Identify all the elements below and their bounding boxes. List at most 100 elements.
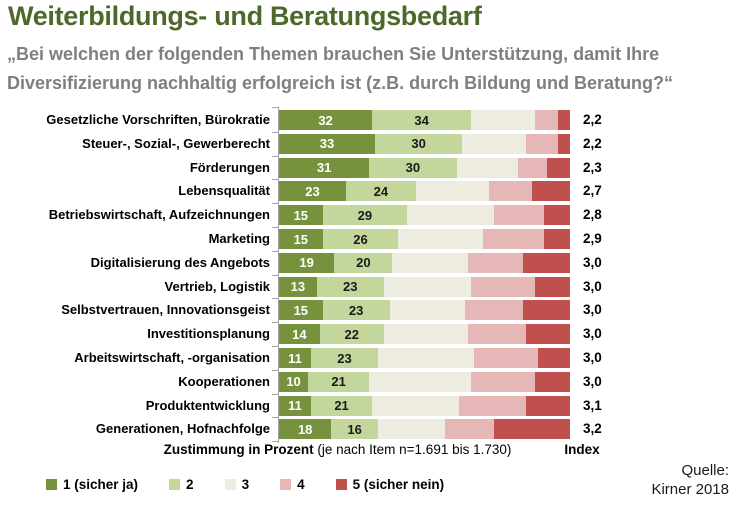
bar-row: Produktentwicklung 11 21 3,1 [0,394,737,418]
axis-tick [272,156,279,157]
axis-tick [272,107,279,108]
bar-segment [494,205,544,226]
stacked-bar: 23 24 [279,181,570,202]
axis-tick [272,370,279,371]
bar-segment [494,419,570,440]
bar-segment [369,371,472,392]
bar-segment [389,300,466,321]
axis-tick [272,203,279,204]
legend-label: 5 (sicher nein) [352,477,445,492]
bar-segment: 22 [319,324,384,345]
bar-segment: 11 [279,348,311,368]
index-value: 2,2 [583,135,602,151]
bar-segment [444,419,495,440]
stacked-bar: 11 21 [279,395,570,416]
x-axis-label-bold: Zustimmung in Prozent [163,442,314,457]
legend-item: 2 [169,477,194,492]
subtitle-line-1: „Bei welchen der folgenden Themen brauch… [7,44,660,64]
category-label: Selbstvertrauen, Innovationsgeist [61,302,270,318]
bar-segment: 21 [311,395,373,416]
bar-segment [526,133,559,154]
bar-row: Selbstvertrauen, Innovationsgeist 15 23 3,0 [0,298,737,322]
index-value: 2,7 [583,183,602,199]
bar-segment: 34 [372,110,472,130]
axis-tick [272,132,279,133]
index-value: 3,0 [583,350,602,365]
bar-segment [468,252,524,273]
legend-item: 4 [280,477,305,492]
bar-row: Förderungen 31 30 2,3 [0,156,737,180]
bar-segment [543,205,570,226]
stacked-bar: 31 30 [279,157,570,178]
category-label: Generationen, Hofnachfolge [95,421,270,437]
bar-segment: 23 [322,300,390,321]
category-label: Förderungen [189,159,270,175]
bar-segment [377,348,474,368]
category-label: Marketing [208,231,270,246]
bar-row: Arbeitswirtschaft, -organisation 11 23 3,0 [0,346,737,370]
stacked-bar: 15 23 [279,300,570,321]
bar-row: Betriebswirtschaft, Aufzeichnungen 15 29 2,… [0,203,737,227]
bar-segment [535,276,570,297]
bar-segment [558,110,570,130]
index-value: 2,9 [583,231,602,246]
legend-item: 5 (sicher nein) [335,477,445,492]
index-value: 3,0 [583,373,602,389]
category-label: Gesetzliche Vorschriften, Bürokratie [46,112,270,127]
category-label: Produktentwicklung [145,397,270,413]
bar-segment [407,205,495,226]
bar-segment [526,395,570,416]
legend-swatch [335,479,347,490]
index-value: 3,0 [583,254,602,270]
axis-tick [272,179,279,180]
stacked-bar: 32 34 [279,110,570,130]
bar-segment [537,348,570,368]
axis-tick [272,417,279,418]
legend-swatch [224,479,236,490]
index-value: 2,8 [583,207,602,223]
axis-tick [272,251,279,252]
bar-segment: 15 [279,300,323,321]
bar-segment [523,252,570,273]
index-value: 3,0 [583,326,602,342]
legend-label: 1 (sicher ja) [63,477,139,492]
bar-segment [372,395,460,416]
bar-segment [392,252,469,273]
bar-row: Vertrieb, Logistik 13 23 3,0 [0,275,737,299]
bar-segment [459,395,527,416]
axis-tick [272,394,279,395]
stacked-bar: 18 16 [279,419,570,440]
bar-segment [471,371,536,392]
chart-legend: 1 (sicher ja) 2 3 4 5 (sicher nein) [46,477,444,492]
bar-segment: 20 [334,252,393,273]
page-title: Weiterbildungs- und Beratungsbedarf [8,1,482,31]
axis-tick [272,227,279,228]
axis-tick [272,275,279,276]
bar-segment: 19 [279,252,335,273]
index-value: 3,0 [583,278,602,294]
index-value: 3,1 [583,397,602,413]
bar-segment: 29 [322,205,408,226]
category-label: Steuer-, Sozial-, Gewerberecht [82,135,270,151]
bar-segment [558,133,570,154]
index-value: 2,3 [583,159,602,175]
axis-tick [272,346,279,347]
bar-segment: 21 [308,371,370,392]
category-label: Investitionsplanung [147,326,270,342]
category-label: Vertrieb, Logistik [164,278,270,294]
bar-row: Investitionsplanung 14 22 3,0 [0,322,737,346]
bar-segment [456,157,518,178]
bar-segment: 13 [279,276,317,297]
legend-label: 2 [186,477,194,492]
legend-swatch [169,479,181,490]
bar-segment [532,181,570,202]
bar-segment: 32 [279,110,373,130]
index-value: 3,0 [583,302,602,318]
bar-segment: 23 [311,348,378,368]
bar-segment: 18 [279,419,332,440]
stacked-bar: 15 26 [279,229,570,249]
bar-segment [488,181,533,202]
bar-row: Marketing 15 26 2,9 [0,227,737,251]
bar-row: Digitalisierung des Angebots 19 20 3,0 [0,251,737,275]
bar-segment [517,157,547,178]
